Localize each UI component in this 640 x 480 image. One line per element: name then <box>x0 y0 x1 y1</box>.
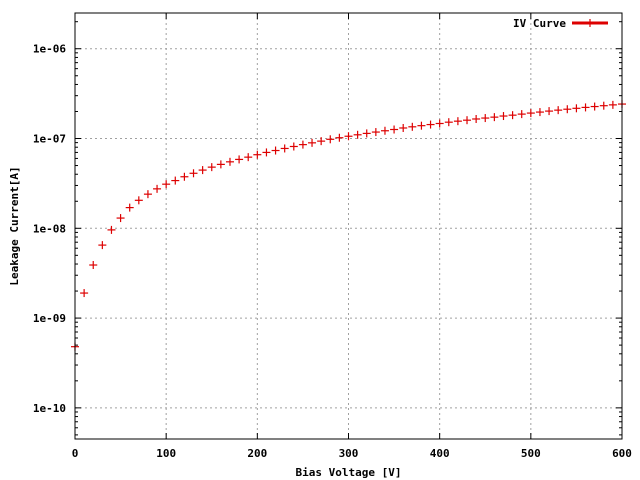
y-tick-label: 1e-07 <box>33 133 66 146</box>
x-tick-label: 200 <box>247 447 267 460</box>
data-point <box>289 142 298 151</box>
data-point <box>317 137 326 146</box>
y-axis-label: Leakage Current[A] <box>8 166 21 285</box>
x-tick-label: 100 <box>156 447 176 460</box>
legend-swatch-marker <box>586 19 594 27</box>
data-point <box>517 110 526 119</box>
y-tick-label: 1e-10 <box>33 402 66 415</box>
data-point <box>581 103 590 112</box>
data-point <box>125 203 134 212</box>
axis-ticks: 0 100 200 300 400 500 600 1e-10 1e-09 1e-08 1e-07 1… <box>33 13 632 460</box>
data-point <box>189 169 198 178</box>
data-point <box>481 114 490 123</box>
data-point <box>280 144 289 153</box>
data-point <box>572 104 581 113</box>
y-tick-label: 1e-08 <box>33 222 66 235</box>
data-point <box>444 118 453 127</box>
data-point <box>599 101 608 110</box>
data-point <box>116 214 125 223</box>
data-point <box>225 157 234 166</box>
data-point <box>235 155 244 164</box>
x-tick-label: 0 <box>72 447 79 460</box>
data-point <box>417 121 426 130</box>
data-point <box>134 196 143 205</box>
data-point <box>590 102 599 111</box>
data-point <box>198 166 207 175</box>
x-tick-label: 500 <box>521 447 541 460</box>
x-tick-label: 400 <box>430 447 450 460</box>
data-point <box>472 114 481 123</box>
x-tick-label: 300 <box>339 447 359 460</box>
data-point <box>216 160 225 169</box>
data-point <box>371 128 380 137</box>
data-point <box>426 120 435 129</box>
data-point <box>98 241 107 250</box>
data-point <box>362 129 371 138</box>
data-point <box>344 132 353 141</box>
data-point <box>80 289 89 298</box>
data-point <box>271 146 280 155</box>
y-tick-label: 1e-09 <box>33 312 66 325</box>
data-point <box>390 125 399 134</box>
data-point <box>262 148 271 157</box>
data-point <box>207 163 216 172</box>
legend-marker-plus <box>586 19 594 27</box>
data-point <box>308 138 317 147</box>
data-point <box>162 180 171 189</box>
legend-label-iv-curve: IV Curve <box>513 17 566 30</box>
data-points <box>71 100 626 351</box>
grid-lines <box>75 13 622 439</box>
y-tick-label: 1e-06 <box>33 43 66 56</box>
data-point <box>89 261 98 270</box>
data-point <box>171 176 180 185</box>
data-point <box>335 133 344 142</box>
data-point <box>244 153 253 162</box>
data-point <box>143 190 152 199</box>
data-point <box>435 119 444 128</box>
data-point <box>353 130 362 139</box>
data-point <box>107 225 116 234</box>
data-point <box>180 172 189 181</box>
plot-frame <box>74 12 623 440</box>
data-point <box>326 135 335 144</box>
data-point <box>298 140 307 149</box>
data-point <box>253 150 262 159</box>
x-tick-label: 600 <box>612 447 632 460</box>
data-point <box>526 109 535 118</box>
data-point <box>554 106 563 115</box>
data-point <box>153 184 162 193</box>
data-point <box>453 117 462 126</box>
legend: IV Curve <box>513 17 608 30</box>
data-point <box>545 107 554 116</box>
x-axis-label: Bias Voltage [V] <box>296 466 402 479</box>
data-point <box>463 116 472 125</box>
data-point <box>508 111 517 120</box>
data-point <box>608 100 617 109</box>
data-point <box>499 112 508 121</box>
data-point <box>563 105 572 114</box>
data-point <box>380 126 389 135</box>
data-point <box>490 113 499 122</box>
data-point <box>535 108 544 117</box>
data-point <box>399 123 408 132</box>
data-point <box>408 122 417 131</box>
